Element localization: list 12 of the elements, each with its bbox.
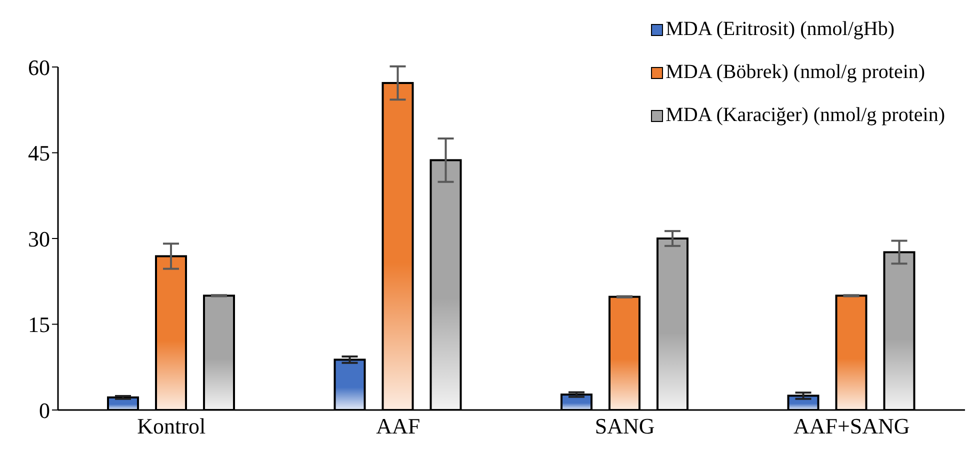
y-tick-label: 15	[28, 312, 50, 338]
legend-label: MDA (Böbrek) (nmol/g protein)	[666, 61, 926, 84]
x-tick-label: Kontrol	[137, 414, 206, 439]
y-tick-label: 0	[39, 398, 50, 423]
x-tick-label: SANG	[594, 414, 655, 439]
y-tick-label: 45	[28, 140, 50, 166]
y-tick-label: 30	[28, 226, 50, 252]
x-tick-label: AAF	[376, 414, 420, 439]
legend-label: MDA (Eritrosit) (nmol/gHb)	[666, 18, 895, 41]
x-tick-label: AAF+SANG	[793, 414, 910, 439]
legend-label: MDA (Karaciğer) (nmol/g protein)	[666, 104, 945, 127]
y-tick-label: 60	[28, 54, 50, 80]
